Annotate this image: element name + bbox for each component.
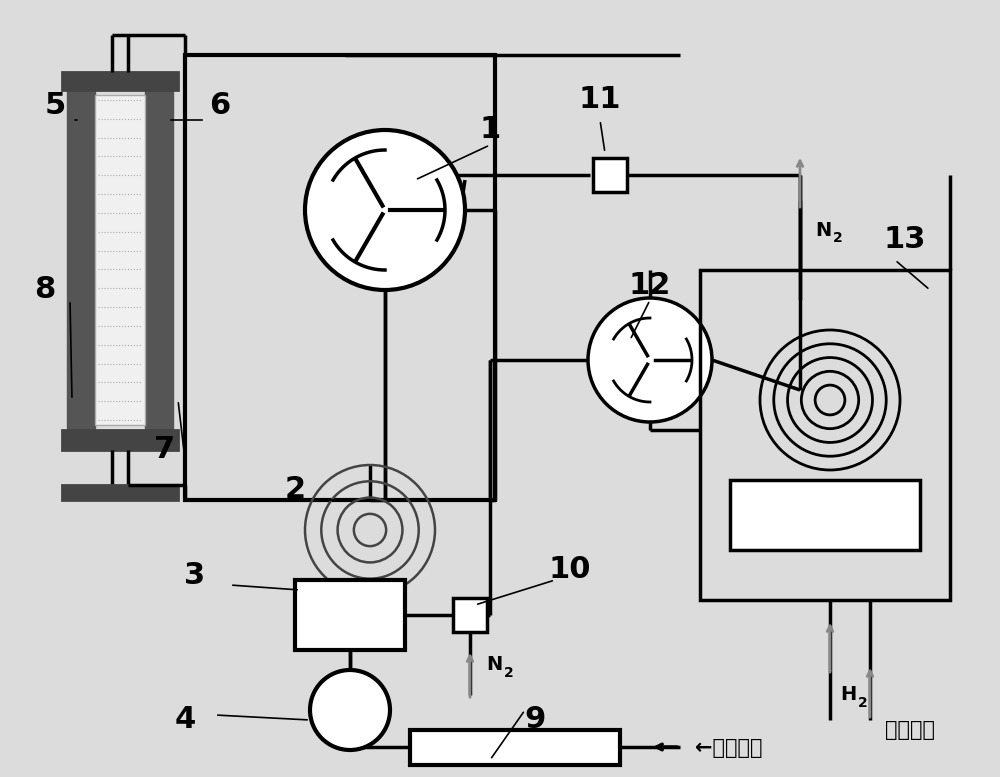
Bar: [295, 580, 405, 650]
Text: N: N: [486, 656, 502, 674]
Bar: [62, 72, 178, 90]
Text: 9: 9: [524, 706, 546, 734]
Bar: [62, 430, 178, 450]
Bar: [410, 730, 620, 765]
Bar: [67, 90, 95, 430]
Text: 7: 7: [154, 435, 176, 465]
Bar: [730, 480, 920, 550]
Text: 8: 8: [34, 276, 56, 305]
Text: N: N: [815, 221, 831, 239]
Circle shape: [588, 298, 712, 422]
Bar: [62, 485, 178, 500]
Circle shape: [310, 670, 390, 750]
Text: 10: 10: [549, 556, 591, 584]
Bar: [185, 55, 495, 500]
Text: 2: 2: [284, 476, 306, 504]
Bar: [593, 158, 627, 192]
Text: 2: 2: [858, 696, 868, 710]
Bar: [453, 598, 487, 632]
Text: 6: 6: [209, 90, 231, 120]
Text: 11: 11: [579, 85, 621, 114]
Text: 12: 12: [629, 270, 671, 299]
Text: 5: 5: [44, 90, 66, 120]
Text: H: H: [840, 685, 856, 705]
Text: 13: 13: [884, 225, 926, 255]
Text: ←空气样品: ←空气样品: [695, 738, 763, 758]
Text: 1: 1: [479, 116, 501, 145]
Text: 净化空气: 净化空气: [885, 720, 935, 740]
Bar: [700, 270, 950, 600]
Bar: [145, 90, 173, 430]
Text: 4: 4: [174, 706, 196, 734]
Text: 2: 2: [833, 231, 843, 245]
Bar: [95, 95, 145, 425]
Text: 2: 2: [504, 666, 514, 680]
Circle shape: [305, 130, 465, 290]
Text: 3: 3: [184, 560, 206, 590]
